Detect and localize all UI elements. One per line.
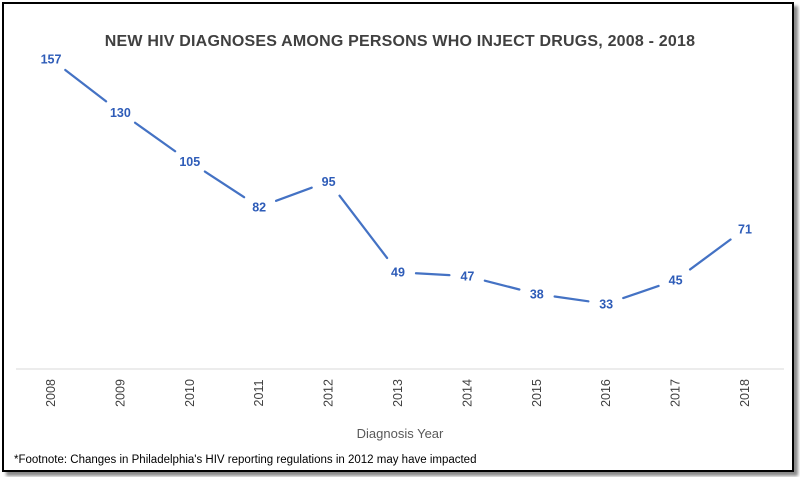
data-label: 49 xyxy=(391,266,405,280)
x-tick-label: 2016 xyxy=(599,379,613,407)
series-segment xyxy=(338,194,389,260)
series-segment xyxy=(64,68,108,103)
series-segment xyxy=(274,186,313,202)
x-tick-label: 2014 xyxy=(460,379,474,407)
data-label: 33 xyxy=(599,297,613,311)
series-segment xyxy=(414,272,451,277)
x-tick-labels: 2008 2009 2010 2011 2012 2013 2014 2015 2016 2017… xyxy=(44,379,752,407)
footnote: *Footnote: Changes in Philadelphia's HIV… xyxy=(14,454,477,466)
x-tick-label: 2018 xyxy=(738,379,752,407)
data-label: 38 xyxy=(530,287,544,301)
series-segment xyxy=(483,279,521,291)
x-tick-label: 2010 xyxy=(183,379,197,407)
chart-frame xyxy=(2,2,794,472)
x-tick-label: 2015 xyxy=(530,379,544,407)
x-tick-label: 2011 xyxy=(252,380,266,407)
data-label: 47 xyxy=(460,270,474,284)
series-segment xyxy=(203,170,246,199)
data-label: 95 xyxy=(322,175,336,189)
chart-title: NEW HIV DIAGNOSES AMONG PERSONS WHO INJE… xyxy=(104,33,696,50)
x-tick-label: 2012 xyxy=(322,379,336,407)
series-segment xyxy=(133,121,177,153)
data-label: 82 xyxy=(252,201,266,215)
x-tick-label: 2008 xyxy=(44,379,58,407)
series-line xyxy=(64,68,732,303)
x-tick-label: 2013 xyxy=(391,379,405,407)
data-label: 105 xyxy=(179,155,200,169)
series-segment xyxy=(688,238,732,271)
series-segment xyxy=(622,284,660,300)
x-tick-label: 2009 xyxy=(113,379,127,407)
data-labels: 157 130 105 82 95 49 47 38 33 45 71 xyxy=(41,53,752,312)
x-tick-label: 2017 xyxy=(669,379,683,407)
data-label: 130 xyxy=(110,106,131,120)
series-segment xyxy=(553,295,590,303)
data-label: 157 xyxy=(41,53,62,67)
x-axis-title: Diagnosis Year xyxy=(356,426,444,441)
data-label: 45 xyxy=(669,274,683,288)
data-label: 71 xyxy=(738,222,752,236)
